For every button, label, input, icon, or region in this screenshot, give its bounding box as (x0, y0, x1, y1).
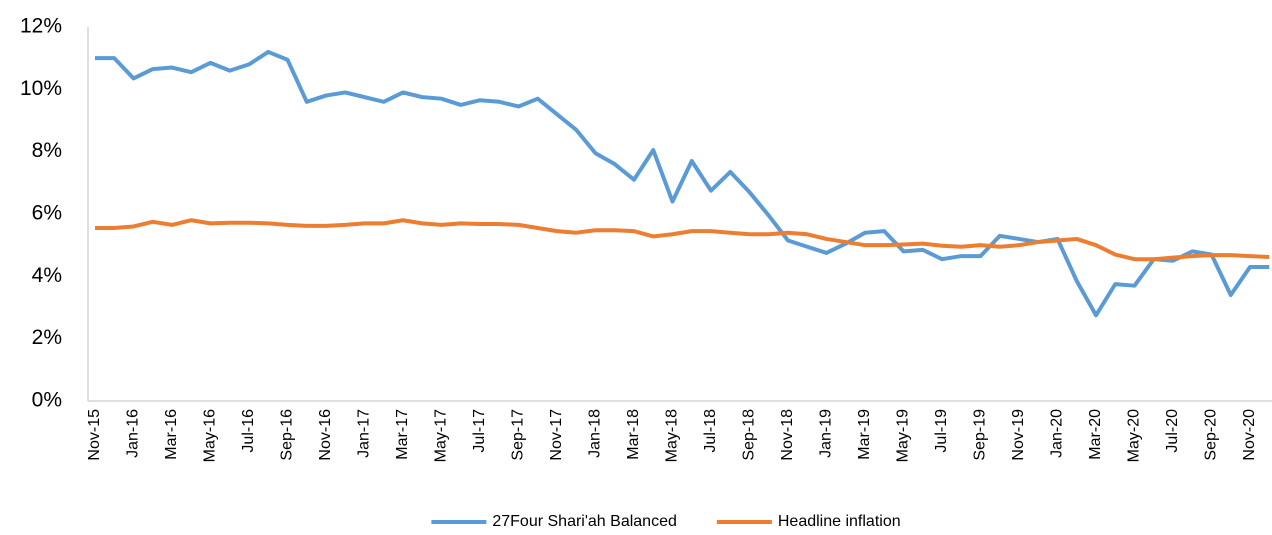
y-tick-label: 4% (32, 264, 62, 287)
series-line (95, 218, 1270, 262)
x-tick-label: Sep-20 (1203, 409, 1220, 461)
y-tick-label: 12% (20, 15, 62, 38)
x-tick-label: Sep-16 (279, 409, 296, 461)
y-tick-label: 10% (20, 77, 62, 100)
x-tick-label: Jul-16 (240, 409, 257, 453)
x-tick-label: Jan-16 (125, 409, 142, 458)
x-tick-label: May-19 (895, 409, 912, 462)
legend-label: Headline inflation (778, 513, 901, 530)
x-tick-label: Mar-19 (856, 409, 873, 460)
x-tick-label: May-17 (433, 409, 450, 462)
x-tick-label: Jul-17 (471, 409, 488, 453)
x-tick-label: Sep-19 (972, 409, 989, 461)
x-tick-label: Jan-20 (1049, 409, 1066, 458)
x-tick-label: Jan-17 (356, 409, 373, 458)
x-tick-label: Nov-17 (548, 409, 565, 461)
x-tick-label: Nov-20 (1241, 409, 1258, 461)
y-tick-label: 8% (32, 139, 62, 162)
x-tick-label: Jan-18 (587, 409, 604, 458)
x-tick-label: Nov-18 (779, 409, 796, 461)
x-tick-label: Jul-19 (933, 409, 950, 453)
y-tick-label: 6% (32, 202, 62, 225)
x-tick-label: Nov-16 (317, 409, 334, 461)
x-tick-label: Mar-17 (394, 409, 411, 460)
x-tick-label: Nov-19 (1010, 409, 1027, 461)
y-tick-label: 2% (32, 326, 62, 349)
legend-label: 27Four Shari'ah Balanced (492, 513, 677, 530)
x-tick-label: Jul-20 (1164, 409, 1181, 453)
x-tick-label: May-20 (1126, 409, 1143, 462)
x-tick-label: Mar-16 (163, 409, 180, 460)
x-tick-label: May-18 (664, 409, 681, 462)
x-tick-label: May-16 (202, 409, 219, 462)
x-tick-label: Jul-18 (702, 409, 719, 453)
y-tick-label: 0% (32, 389, 62, 412)
x-tick-label: Mar-20 (1087, 409, 1104, 460)
series-line (95, 49, 1270, 318)
x-tick-label: Nov-15 (86, 409, 103, 461)
x-tick-label: Mar-18 (625, 409, 642, 460)
x-tick-label: Sep-17 (510, 409, 527, 461)
x-tick-label: Sep-18 (741, 409, 758, 461)
x-tick-label: Jan-19 (818, 409, 835, 458)
